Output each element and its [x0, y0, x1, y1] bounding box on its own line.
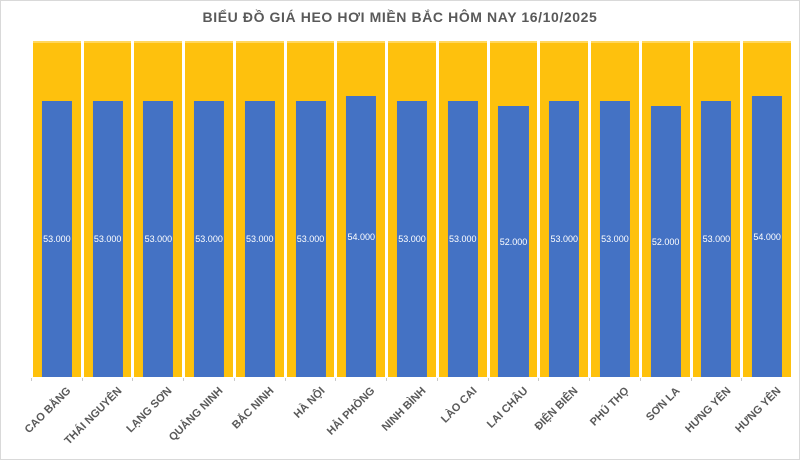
bar: 53.000	[143, 101, 174, 377]
value-label: 53.000	[550, 234, 578, 244]
axis-tick	[741, 378, 742, 381]
x-axis-label: HƯNG YÊN	[733, 385, 784, 436]
bar-column: 53.000	[286, 41, 335, 377]
axis-tick	[31, 378, 32, 381]
x-axis-label: LAI CHÂU	[484, 385, 531, 431]
x-axis-label: NINH BÌNH	[379, 385, 429, 434]
axis-tick	[183, 378, 184, 381]
value-label: 53.000	[601, 234, 629, 244]
bar-column: 53.000	[438, 41, 487, 377]
value-label: 52.000	[499, 236, 528, 247]
x-axis-label: HƯNG YÊN	[683, 385, 734, 436]
x-axis-label: SƠN LA	[644, 385, 683, 424]
value-label: 53.000	[195, 234, 223, 244]
axis-tick	[538, 378, 539, 381]
value-label: 53.000	[398, 234, 426, 244]
bar-column: 53.000	[540, 41, 589, 377]
bar: 53.000	[549, 101, 580, 377]
bar: 53.000	[447, 101, 478, 377]
bar: 53.000	[701, 101, 732, 377]
bar-column: 53.000	[692, 41, 741, 377]
value-label: 52.000	[651, 236, 680, 247]
value-label: 53.000	[43, 234, 71, 244]
axis-tick	[589, 378, 590, 381]
bar-column: 53.000	[591, 41, 639, 377]
x-axis-label: PHÚ THỌ	[587, 385, 632, 429]
bar-column: 53.000	[33, 41, 81, 377]
axis-tick	[488, 378, 489, 381]
axis-tick	[285, 378, 286, 381]
bar: 54.000	[346, 96, 377, 377]
x-axis-label: ĐIỆN BIÊN	[532, 385, 581, 433]
value-label: 53.000	[296, 234, 325, 244]
bar: 52.000	[650, 106, 681, 377]
bar-column: 53.000	[388, 41, 436, 377]
axis-tick	[132, 378, 133, 381]
x-axis-label: HÀ NỘI	[291, 385, 328, 421]
chart-title: BIỂU ĐỒ GIÁ HEO HƠI MIỀN BẮC HÔM NAY 16/…	[202, 9, 598, 25]
value-label: 53.000	[144, 234, 173, 244]
bar: 53.000	[295, 101, 326, 377]
value-label: 54.000	[347, 231, 376, 242]
bar-column: 54.000	[743, 41, 792, 377]
bar-column: 52.000	[489, 41, 538, 377]
axis-tick	[82, 378, 83, 381]
bar: 53.000	[244, 101, 275, 377]
bar-column: 53.000	[83, 41, 132, 377]
axis-tick	[640, 378, 641, 381]
x-axis-label: QUẢNG NINH	[166, 385, 226, 444]
bar-column: 52.000	[641, 41, 690, 377]
axis-tick	[234, 378, 235, 381]
x-axis-label: HẢI PHÒNG	[324, 385, 378, 438]
x-axis-label: CAO BẰNG	[22, 385, 74, 436]
bar: 53.000	[396, 101, 428, 377]
bar-column: 53.000	[235, 41, 284, 377]
axis-tick	[691, 378, 692, 381]
bar: 54.000	[752, 96, 783, 377]
x-axis-label: THÁI NGUYÊN	[62, 385, 125, 448]
bar-column: 53.000	[134, 41, 183, 377]
value-label: 54.000	[753, 231, 781, 242]
value-label: 53.000	[246, 234, 274, 244]
x-axis-label: BẮC NINH	[229, 385, 277, 432]
value-label: 53.000	[93, 234, 122, 244]
axis-tick	[437, 378, 438, 381]
bar-column: 53.000	[185, 41, 233, 377]
value-label: 53.000	[702, 234, 731, 244]
axis-tick	[335, 378, 336, 381]
axis-tick	[386, 378, 387, 381]
bar: 52.000	[498, 106, 529, 377]
bar: 53.000	[41, 101, 72, 377]
x-axis-label: LẠNG SƠN	[124, 385, 175, 436]
bar: 53.000	[599, 101, 630, 377]
bar: 53.000	[92, 101, 123, 377]
plot-area: 53.000 53.000 53.000 53.000 53.000 53.000 54.0…	[33, 41, 792, 377]
bar: 53.000	[194, 101, 225, 377]
x-axis-label: LÀO CAI	[439, 385, 480, 426]
bar-column: 54.000	[337, 41, 386, 377]
value-label: 53.000	[448, 234, 477, 244]
